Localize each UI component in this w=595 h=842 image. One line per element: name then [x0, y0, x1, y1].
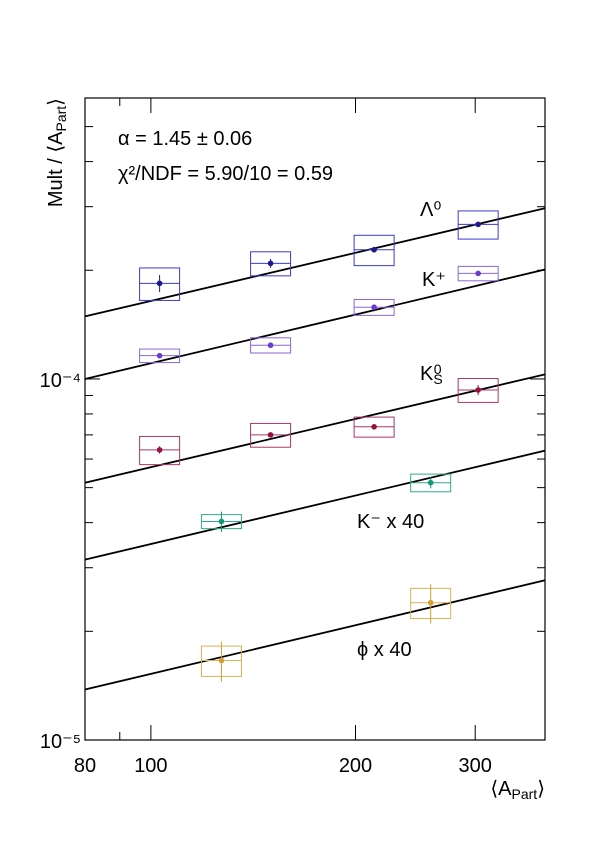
- y-tick-label: 10⁻⁴: [40, 370, 81, 392]
- text-segment: 0: [434, 361, 442, 377]
- data-point: [156, 280, 163, 287]
- data-point: [427, 599, 434, 606]
- fit-line: [84, 268, 546, 380]
- x-tick-label: 80: [74, 755, 96, 777]
- data-point: [267, 342, 274, 349]
- y-axis-label: Mult / ⟨APart⟩: [45, 98, 69, 207]
- data-point: [156, 447, 163, 453]
- x-axis-label: ⟨APart⟩: [490, 778, 545, 802]
- fit-line: [84, 449, 546, 561]
- fit-line: [84, 579, 546, 691]
- x-tick-label: 300: [459, 755, 492, 777]
- text-segment: S: [433, 371, 442, 387]
- text-segment: K: [420, 363, 434, 385]
- text-segment: ⟩: [537, 778, 545, 800]
- data-point: [427, 479, 434, 486]
- data-point: [156, 352, 163, 359]
- series-label: KS0: [420, 361, 443, 387]
- text-segment: Part: [512, 786, 538, 802]
- data-point: [267, 432, 274, 438]
- sys-box: [139, 435, 181, 466]
- x-tick-label: 200: [339, 755, 372, 777]
- data-point: [475, 270, 481, 277]
- sys-box: [457, 210, 499, 240]
- data-point: [475, 387, 481, 393]
- data-point: [371, 304, 377, 311]
- series-label: Λ⁰: [420, 199, 441, 221]
- fit-line: [84, 207, 546, 318]
- annotation: χ²/NDF = 5.90/10 = 0.59: [118, 163, 333, 185]
- y-tick-label: 10⁻⁵: [40, 731, 81, 753]
- data-point: [218, 518, 225, 525]
- series-label: K⁺: [422, 269, 446, 291]
- x-tick-label: 100: [134, 755, 167, 777]
- data-point: [475, 221, 481, 228]
- text-segment: Part: [53, 106, 69, 132]
- sys-box: [139, 267, 181, 301]
- annotation: α = 1.45 ± 0.06: [118, 128, 252, 150]
- data-point: [267, 260, 274, 267]
- series-label: ϕ x 40: [357, 639, 412, 661]
- sys-box: [353, 234, 395, 267]
- plot-frame: [84, 97, 546, 741]
- text-segment: Mult / ⟨A: [45, 131, 67, 207]
- text-segment: ⟨A: [490, 778, 512, 800]
- data-point: [371, 424, 377, 430]
- series-label: K⁻ x 40: [357, 511, 424, 533]
- text-segment: ⟩: [45, 98, 67, 106]
- data-point: [371, 246, 377, 253]
- data-point: [218, 657, 225, 664]
